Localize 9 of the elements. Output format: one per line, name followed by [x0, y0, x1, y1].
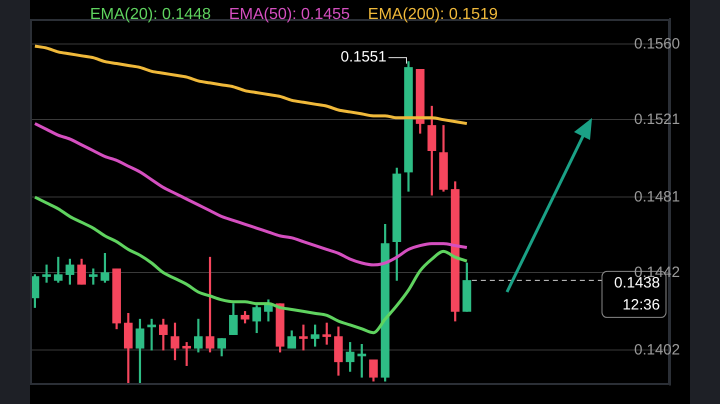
y-tick-label: 0.1481 — [634, 188, 680, 206]
y-tick-label: 0.1560 — [634, 35, 680, 52]
y-tick-label: 0.1402 — [634, 341, 680, 358]
text: EMA(200): 0.1519 — [368, 6, 498, 23]
text: EMA(20): 0.1448 — [90, 6, 211, 23]
annotation: 0.1551 — [340, 48, 386, 66]
y-tick-label: 0.1521 — [634, 110, 680, 128]
text: 12:36 — [622, 296, 660, 314]
text: EMA(50): 0.1455 — [228, 6, 350, 23]
